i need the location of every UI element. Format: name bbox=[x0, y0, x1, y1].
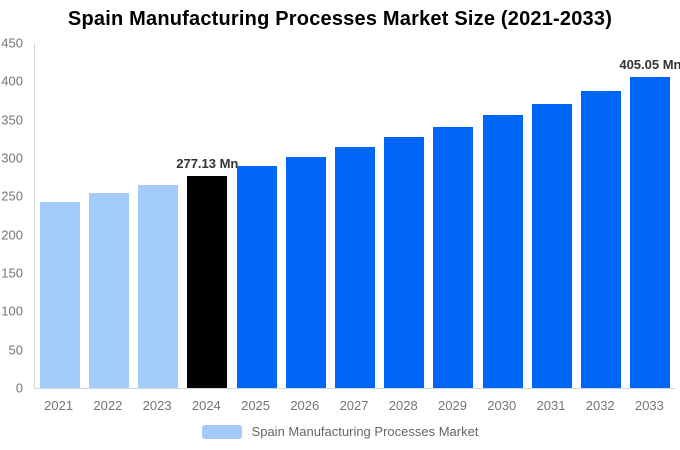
data-label-2024: 277.13 Mn bbox=[176, 155, 239, 171]
y-tick-200: 200 bbox=[1, 227, 23, 243]
y-tick-100: 100 bbox=[1, 303, 23, 319]
bar-2022[interactable] bbox=[88, 193, 129, 388]
bar-slot-2029 bbox=[429, 43, 478, 388]
legend-label: Spain Manufacturing Processes Market bbox=[251, 424, 479, 439]
bar-2033[interactable] bbox=[630, 77, 671, 388]
bar-2029[interactable] bbox=[433, 126, 474, 388]
x-tick-2026: 2026 bbox=[290, 398, 320, 413]
y-tick-300: 300 bbox=[1, 150, 23, 166]
bar-2031[interactable] bbox=[531, 103, 572, 388]
x-tick-2027: 2027 bbox=[339, 398, 369, 413]
bar-2030[interactable] bbox=[482, 115, 523, 388]
bar-slot-2022 bbox=[84, 43, 133, 388]
bar-slot-2027 bbox=[330, 43, 379, 388]
y-tick-400: 400 bbox=[1, 73, 23, 89]
bar-2023[interactable] bbox=[138, 184, 179, 388]
bar-slot-2023 bbox=[133, 43, 182, 388]
bar-2028[interactable] bbox=[384, 137, 425, 388]
bar-slot-2032 bbox=[577, 43, 626, 388]
bar-2026[interactable] bbox=[285, 157, 326, 388]
y-axis-tick-labels: 0 50 100 150 200 250 300 350 400 450 bbox=[0, 36, 30, 396]
plot-area: 277.13 Mn 405.05 Mn bbox=[34, 43, 680, 389]
x-tick-2023: 2023 bbox=[142, 398, 172, 413]
bar-slot-2025 bbox=[232, 43, 281, 388]
legend-swatch-icon bbox=[201, 424, 242, 439]
y-tick-0: 0 bbox=[15, 380, 23, 396]
x-tick-2032: 2032 bbox=[585, 398, 615, 413]
bar-slot-2031 bbox=[527, 43, 576, 388]
x-tick-2029: 2029 bbox=[438, 398, 467, 413]
x-tick-2028: 2028 bbox=[388, 398, 418, 413]
x-axis-tick-labels: 2021 2022 2023 2024 2025 2026 2027 2028 2029 2030… bbox=[34, 398, 674, 413]
x-tick-2024: 2024 bbox=[191, 398, 221, 413]
bar-2024[interactable] bbox=[187, 175, 228, 388]
x-tick-2031: 2031 bbox=[536, 398, 566, 413]
y-tick-150: 150 bbox=[1, 265, 23, 281]
x-tick-2033: 2033 bbox=[634, 398, 664, 413]
y-tick-450: 450 bbox=[1, 35, 23, 51]
legend-item[interactable]: Spain Manufacturing Processes Market bbox=[0, 424, 680, 439]
x-tick-2022: 2022 bbox=[93, 398, 123, 413]
bar-slot-2026 bbox=[281, 43, 330, 388]
y-tick-250: 250 bbox=[1, 188, 23, 204]
y-tick-50: 50 bbox=[8, 342, 23, 358]
bar-slot-2028 bbox=[380, 43, 429, 388]
x-tick-2021: 2021 bbox=[44, 398, 74, 413]
x-tick-2030: 2030 bbox=[487, 398, 517, 413]
chart-title: Spain Manufacturing Processes Market Siz… bbox=[67, 8, 613, 30]
y-tick-350: 350 bbox=[1, 112, 23, 128]
bar-slot-2024: 277.13 Mn bbox=[176, 43, 238, 388]
bars-row: 277.13 Mn 405.05 Mn bbox=[35, 43, 680, 388]
bar-slot-2030 bbox=[478, 43, 527, 388]
bar-2032[interactable] bbox=[581, 90, 622, 388]
data-label-2033: 405.05 Mn bbox=[619, 57, 680, 73]
bar-slot-2033: 405.05 Mn bbox=[619, 43, 680, 388]
bar-2027[interactable] bbox=[335, 147, 376, 388]
bar-2021[interactable] bbox=[39, 201, 80, 388]
bar-2025[interactable] bbox=[236, 166, 277, 388]
bar-slot-2021 bbox=[35, 43, 84, 388]
x-tick-2025: 2025 bbox=[241, 398, 271, 413]
